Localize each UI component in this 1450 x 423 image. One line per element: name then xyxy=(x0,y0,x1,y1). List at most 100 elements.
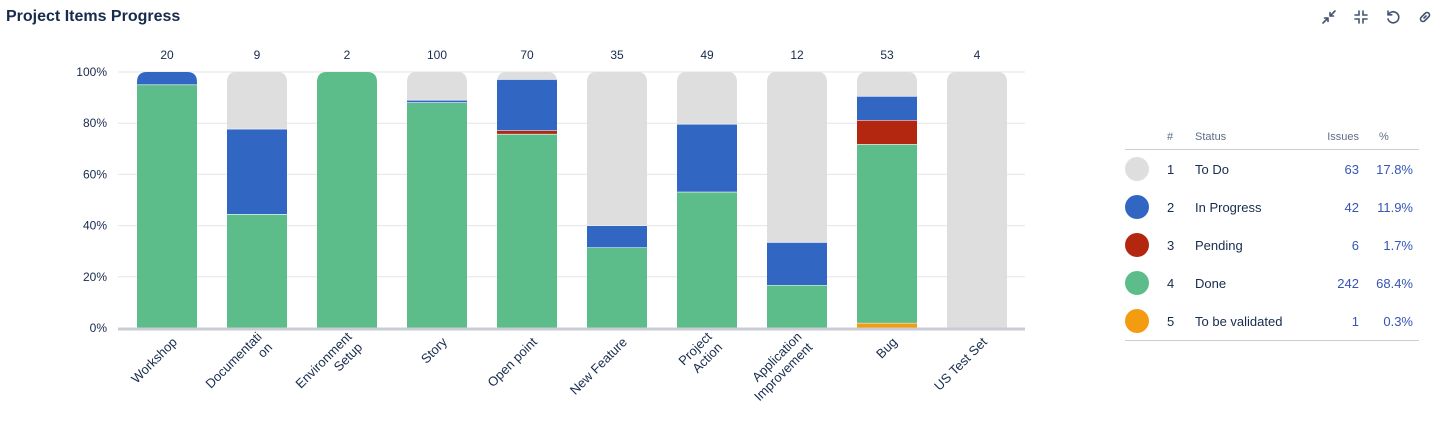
y-tick-label: 100% xyxy=(76,65,107,79)
x-tick-label: Open point xyxy=(484,334,540,390)
bar-segment-to-do[interactable] xyxy=(677,72,737,125)
bar-segment-in-progress[interactable] xyxy=(137,72,197,85)
bar-total-label: 20 xyxy=(160,48,174,62)
legend-header-status: Status xyxy=(1195,131,1227,143)
legend-percent: 17.8% xyxy=(1376,161,1413,177)
bar-total-label: 9 xyxy=(254,48,261,62)
bar-segment-done[interactable] xyxy=(407,102,467,328)
x-tick-label: EnvironmentSetup xyxy=(292,329,365,402)
link-icon[interactable] xyxy=(1414,6,1436,28)
bar-stack xyxy=(947,72,1007,328)
bar-segment-done[interactable] xyxy=(137,84,197,328)
legend-row[interactable]: 4 Done 242 68.4% xyxy=(1125,264,1419,302)
legend-index: 2 xyxy=(1167,199,1175,215)
bar-segment-to-be-validated[interactable] xyxy=(857,323,917,328)
bar-segment-in-progress[interactable] xyxy=(677,124,737,193)
x-tick-label-line: Story xyxy=(418,334,450,366)
refresh-icon[interactable] xyxy=(1382,6,1404,28)
legend-status: In Progress xyxy=(1195,199,1262,215)
legend-index: 4 xyxy=(1167,275,1175,291)
legend-row[interactable]: 2 In Progress 42 11.9% xyxy=(1125,188,1419,226)
bar-segment-done[interactable] xyxy=(317,72,377,328)
bar-segment-done[interactable] xyxy=(767,285,827,328)
x-tick-label-line: Documentati xyxy=(202,329,264,391)
x-tick-label-line: Workshop xyxy=(128,334,180,386)
legend-row[interactable]: 1 To Do 63 17.8% xyxy=(1125,150,1419,189)
bar-total-label: 4 xyxy=(974,48,981,62)
y-tick-label: 60% xyxy=(83,167,107,181)
x-tick-label: New Feature xyxy=(567,334,630,397)
collapse-icon[interactable] xyxy=(1318,6,1340,28)
legend-index: 5 xyxy=(1167,313,1175,329)
status-color-swatch xyxy=(1125,309,1149,333)
minimize-icon[interactable] xyxy=(1350,6,1372,28)
y-tick-label: 80% xyxy=(83,116,107,130)
x-tick-label: Workshop xyxy=(128,334,180,386)
bar-stack xyxy=(317,72,377,328)
bar-segment-in-progress[interactable] xyxy=(767,242,827,286)
legend-status: To be validated xyxy=(1195,313,1283,329)
bar-stack xyxy=(137,72,197,328)
legend-header-row: # Status Issues % xyxy=(1125,125,1419,150)
bar-stack xyxy=(587,72,647,328)
bar-stack xyxy=(767,72,827,328)
legend-issues[interactable]: 42 xyxy=(1344,199,1359,215)
legend-percent: 11.9% xyxy=(1377,199,1413,215)
legend-row[interactable]: 3 Pending 6 1.7% xyxy=(1125,226,1419,264)
x-tick-label: Bug xyxy=(873,334,900,361)
bar-segment-to-do[interactable] xyxy=(407,72,467,101)
status-color-swatch xyxy=(1125,271,1149,295)
bar-total-label: 70 xyxy=(520,48,534,62)
x-tick-label: ProjectAction xyxy=(675,329,725,379)
bar-segment-to-do[interactable] xyxy=(947,72,1007,328)
bar-segment-to-do[interactable] xyxy=(587,72,647,226)
bar-segment-done[interactable] xyxy=(497,134,557,328)
bar-total-label: 49 xyxy=(700,48,714,62)
stacked-bar-chart: 0% 20% 40% 60% 80% 100% 20 Workshop 9 Documentati… xyxy=(76,48,1025,404)
x-tick-label: ApplicationImprovement xyxy=(740,329,815,404)
legend-percent: 0.3% xyxy=(1383,313,1413,329)
y-tick-label: 40% xyxy=(83,219,107,233)
bar-total-label: 100 xyxy=(427,48,447,62)
bar-segment-to-do[interactable] xyxy=(857,72,917,97)
bar-total-label: 2 xyxy=(344,48,351,62)
legend-status: To Do xyxy=(1195,161,1229,177)
status-color-swatch xyxy=(1125,157,1149,181)
legend-percent: 1.7% xyxy=(1383,237,1413,253)
bar-total-label: 53 xyxy=(880,48,894,62)
bar-segment-done[interactable] xyxy=(587,247,647,328)
bar-total-label: 12 xyxy=(790,48,804,62)
bar-segment-in-progress[interactable] xyxy=(497,79,557,131)
bar-segment-done[interactable] xyxy=(677,192,737,328)
x-tick-label: Documentation xyxy=(202,329,275,402)
x-tick-label: Story xyxy=(418,334,450,366)
x-tick-label-line: Open point xyxy=(484,334,540,390)
bar-segment-in-progress[interactable] xyxy=(587,225,647,248)
legend-issues[interactable]: 63 xyxy=(1344,161,1359,177)
status-color-swatch xyxy=(1125,195,1149,219)
bar-segment-in-progress[interactable] xyxy=(227,129,287,215)
bar-total-label: 35 xyxy=(610,48,624,62)
bar-segment-pending[interactable] xyxy=(857,120,917,145)
x-tick-label-line: US Test Set xyxy=(931,334,990,393)
legend-status: Done xyxy=(1195,275,1227,291)
legend-index: 3 xyxy=(1167,237,1175,253)
legend-index: 1 xyxy=(1167,161,1175,177)
legend-header-percent: % xyxy=(1379,131,1389,143)
legend-percent: 68.4% xyxy=(1376,275,1413,291)
legend-issues[interactable]: 242 xyxy=(1337,275,1359,291)
legend-issues[interactable]: 6 xyxy=(1351,237,1359,253)
bar-segment-pending[interactable] xyxy=(497,130,557,135)
legend-issues[interactable]: 1 xyxy=(1351,313,1359,329)
bar-segment-done[interactable] xyxy=(227,214,287,328)
bar-segment-to-do[interactable] xyxy=(767,72,827,243)
bar-segment-in-progress[interactable] xyxy=(407,100,467,103)
bar-segment-to-do[interactable] xyxy=(497,72,557,80)
bar-segment-in-progress[interactable] xyxy=(857,96,917,121)
bar-segment-to-do[interactable] xyxy=(227,72,287,130)
bar-stack xyxy=(407,72,467,328)
legend-header-index: # xyxy=(1167,131,1174,143)
y-tick-label: 0% xyxy=(90,321,108,335)
legend-row[interactable]: 5 To be validated 1 0.3% xyxy=(1125,302,1419,341)
bar-segment-done[interactable] xyxy=(857,144,917,324)
